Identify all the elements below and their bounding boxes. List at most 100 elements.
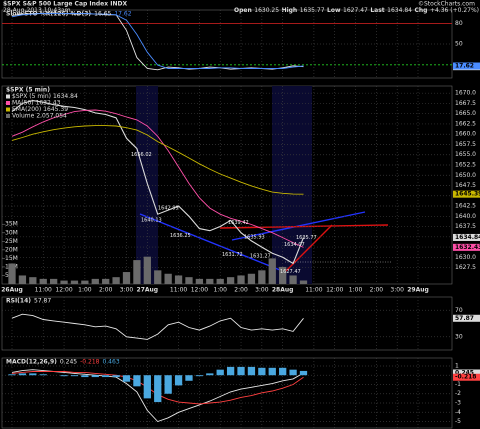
quote-item: +4.36 (+0.27%)	[430, 7, 479, 14]
histogram-bar	[133, 375, 141, 387]
histogram-bar	[81, 375, 89, 378]
trend-line	[139, 213, 286, 273]
volume-bar	[226, 277, 235, 284]
series-line	[11, 109, 304, 248]
y2-tick-label: 30M	[5, 229, 18, 236]
histogram-bar	[29, 373, 37, 376]
annotation: 1636.25	[170, 233, 191, 239]
last-value-box	[453, 243, 480, 251]
x-tick-label: 27Aug	[137, 287, 159, 294]
y2-tick-label: 35M	[5, 221, 18, 228]
quote-item: 1635.77	[300, 7, 325, 14]
last-value: 1634.84	[455, 234, 480, 241]
volume-bar	[91, 278, 99, 284]
annotation: 1631.72	[222, 252, 243, 258]
volume-bar	[268, 258, 276, 284]
last-value: 1645.39	[455, 191, 480, 198]
y-tick-label: 1660.0	[455, 131, 476, 138]
volume-bar	[195, 278, 204, 284]
last-value-box	[453, 373, 480, 381]
y-tick-label: 1667.5	[455, 100, 476, 107]
trend-line	[284, 224, 333, 273]
quote-item: Open	[234, 7, 252, 14]
histogram-bar	[164, 375, 172, 394]
histogram-bar	[226, 366, 235, 376]
histogram-bar	[279, 367, 287, 376]
panel-title: $SPX (5 min)	[6, 87, 50, 94]
volume-bar	[81, 280, 89, 284]
panel-title: MACD(12,26,9)	[6, 359, 57, 366]
y-tick-label: -3	[455, 400, 461, 407]
histogram-bar	[60, 375, 68, 377]
volume-bar	[289, 275, 297, 284]
x-tick-label: 26Aug	[1, 287, 23, 294]
y-tick-label: 1630.0	[455, 254, 476, 261]
legend-value: 57.87	[34, 298, 51, 305]
volume-bar	[185, 277, 193, 284]
legend-value: 2,057,054	[36, 113, 67, 120]
panel-title: Slow STO %K(126) %D(3)	[6, 11, 91, 18]
histogram-bar	[289, 369, 297, 376]
histogram-bar	[102, 375, 110, 378]
series-line	[11, 369, 304, 423]
last-value-box	[453, 314, 480, 322]
legend-value: 0.245	[60, 359, 77, 366]
legend-name: Volume	[12, 113, 35, 120]
quote-item: Last	[370, 7, 384, 14]
volume-bar	[174, 275, 183, 284]
y-tick-label: 70	[455, 307, 463, 314]
shade	[272, 86, 312, 284]
histogram-bar	[195, 375, 204, 377]
volume-bar	[133, 260, 141, 284]
x-tick-label: 11:00	[35, 287, 52, 294]
x-tick-label: 2:00	[370, 287, 384, 294]
y-tick-label: 80	[455, 20, 463, 27]
x-tick-label: 11:00	[305, 287, 322, 294]
y-tick-label: 1655.0	[455, 151, 476, 158]
y-tick-label: 1650.0	[455, 172, 476, 179]
volume-bar	[8, 263, 16, 284]
histogram-bar	[112, 375, 120, 378]
y-tick-label: -2	[455, 390, 461, 397]
volume-bar	[279, 266, 287, 284]
trend-line	[219, 224, 389, 229]
x-tick-label: 2:00	[234, 287, 248, 294]
last-value-box	[453, 190, 480, 198]
histogram-bar	[39, 374, 47, 376]
volume-bar	[39, 278, 47, 284]
legend-value: 16.65	[94, 11, 111, 18]
x-tick-label: 1:00	[349, 287, 363, 294]
shade	[136, 86, 158, 284]
x-tick-label: 3:00	[255, 287, 269, 294]
histogram-bar	[122, 375, 131, 382]
y-tick-label: 1657.5	[455, 141, 476, 148]
legend-value: -0.218	[80, 359, 100, 366]
annotation: 1634.07	[284, 242, 305, 248]
legend-value: 17.62	[114, 11, 131, 18]
y-tick-label: 1640.0	[455, 213, 476, 220]
last-value: 17.62	[455, 63, 474, 70]
histogram-bar	[268, 367, 276, 376]
histogram-bar	[154, 375, 162, 403]
x-tick-label: 12:00	[55, 287, 72, 294]
x-tick-label: 1:00	[78, 287, 92, 294]
histogram-bar	[91, 375, 99, 378]
last-value-box	[453, 233, 480, 241]
legend-value: 1632.43	[36, 100, 61, 107]
credit: ©StockCharts.com	[418, 1, 475, 8]
annotation: 1640.13	[141, 217, 162, 223]
legend-swatch	[6, 114, 10, 118]
y-tick-label: -4	[455, 409, 461, 416]
histogram-bar	[258, 367, 266, 376]
volume-bar	[29, 277, 37, 284]
volume-bar	[122, 272, 131, 284]
y2-tick-label: 15M	[5, 255, 18, 262]
volume-bar	[206, 278, 214, 284]
legend-swatch	[6, 107, 10, 112]
title: $SPX S&P 500 Large Cap Index INDX	[3, 1, 127, 8]
x-tick-label: 2:00	[99, 287, 113, 294]
y-tick-label: -5	[455, 418, 461, 425]
series-line	[11, 100, 305, 265]
x-tick-label: 12:00	[326, 287, 343, 294]
